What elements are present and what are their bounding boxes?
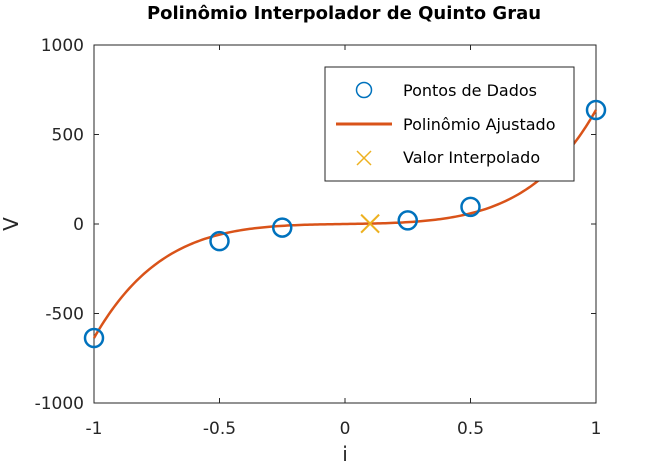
legend-marker-interpolated-value — [356, 150, 372, 166]
legend: Pontos de Dados Polinômio Ajustado Valor… — [324, 66, 575, 182]
x-tick-label: 0.5 — [457, 419, 484, 439]
data-layer — [83, 99, 607, 349]
x-tick-label: 1 — [591, 419, 602, 439]
legend-label-fitted-polynomial: Polinômio Ajustado — [403, 115, 555, 134]
legend-label-interpolated-value: Valor Interpolado — [403, 148, 540, 167]
legend-label-data-points: Pontos de Dados — [403, 81, 537, 100]
y-tick-label: -500 — [45, 305, 84, 325]
chart-title: Polinômio Interpolador de Quinto Grau — [147, 3, 541, 24]
x-tick-label: -1 — [86, 419, 103, 439]
data-point-marker — [585, 99, 607, 121]
y-tick-label: 0 — [73, 215, 84, 235]
x-tick-label: 0 — [340, 419, 351, 439]
y-tick-label: 1000 — [41, 36, 84, 56]
ticks-layer: -1 -0.5 0 0.5 1 -1000 -500 0 500 1000 — [35, 36, 602, 439]
data-point-marker — [83, 327, 105, 349]
data-point-marker — [272, 217, 293, 238]
y-axis-label: V — [0, 217, 23, 231]
y-tick-label: 500 — [52, 126, 84, 146]
interpolated-value-marker — [360, 213, 380, 234]
series-line-fitted-polynomial — [92, 109, 598, 339]
legend-marker-data-points — [355, 81, 373, 99]
x-tick-label: -0.5 — [203, 419, 236, 439]
data-point-marker — [460, 196, 481, 218]
x-axis-label: i — [342, 442, 348, 462]
data-point-marker — [209, 230, 230, 252]
y-tick-label: -1000 — [35, 394, 84, 414]
interpolated-value-stroke — [360, 213, 380, 234]
data-point-marker — [397, 210, 418, 231]
